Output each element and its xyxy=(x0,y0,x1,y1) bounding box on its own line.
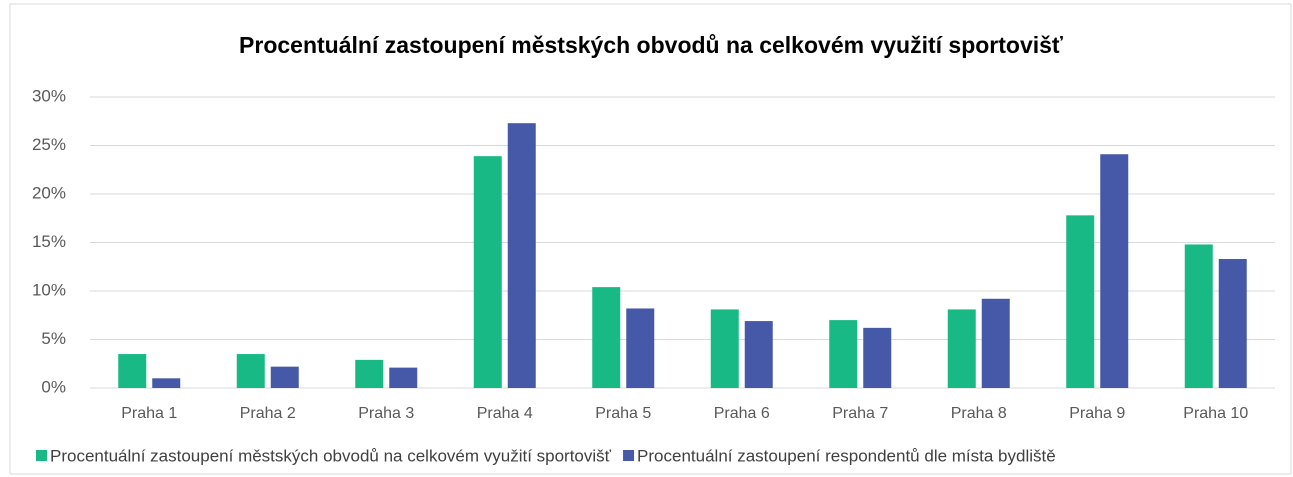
bar xyxy=(118,354,147,388)
x-tick-label: Praha 5 xyxy=(595,405,651,422)
bar xyxy=(592,287,621,388)
x-tick-label: Praha 8 xyxy=(951,405,1007,422)
y-tick-label: 15% xyxy=(32,232,66,251)
bar xyxy=(863,327,892,388)
bar xyxy=(355,359,384,388)
y-tick-label: 20% xyxy=(32,183,66,202)
y-tick-label: 10% xyxy=(32,280,66,299)
bar xyxy=(473,156,502,388)
bar xyxy=(1100,154,1129,388)
bar xyxy=(1066,215,1095,388)
bar xyxy=(236,354,265,388)
bar xyxy=(744,321,773,388)
bar xyxy=(829,320,858,388)
bar xyxy=(626,308,655,388)
legend-swatch xyxy=(36,450,47,461)
y-tick-label: 0% xyxy=(41,377,66,396)
bar xyxy=(270,366,299,388)
x-tick-label: Praha 6 xyxy=(714,405,770,422)
x-tick-label: Praha 7 xyxy=(832,405,888,422)
chart-title: Procentuální zastoupení městských obvodů… xyxy=(239,32,1064,58)
chart-border xyxy=(9,3,1292,475)
x-tick-label: Praha 1 xyxy=(121,405,177,422)
x-tick-label: Praha 10 xyxy=(1183,405,1248,422)
legend-label: Procentuální zastoupení respondentů dle … xyxy=(637,446,1056,465)
legend-swatch xyxy=(623,450,635,461)
bar xyxy=(1218,258,1247,388)
y-tick-label: 30% xyxy=(32,86,66,105)
legend-label: Procentuální zastoupení městských obvodů… xyxy=(50,446,612,465)
x-tick-label: Praha 4 xyxy=(477,405,533,422)
x-tick-label: Praha 2 xyxy=(240,405,296,422)
x-tick-label: Praha 3 xyxy=(358,405,414,422)
bar xyxy=(507,123,536,388)
bar xyxy=(710,309,739,388)
bar xyxy=(1184,244,1213,388)
bar xyxy=(981,298,1010,388)
x-tick-label: Praha 9 xyxy=(1069,405,1125,422)
bar xyxy=(947,309,976,388)
bar xyxy=(152,378,181,388)
bar xyxy=(389,367,418,388)
y-tick-label: 5% xyxy=(41,329,66,348)
y-tick-label: 25% xyxy=(32,135,66,154)
